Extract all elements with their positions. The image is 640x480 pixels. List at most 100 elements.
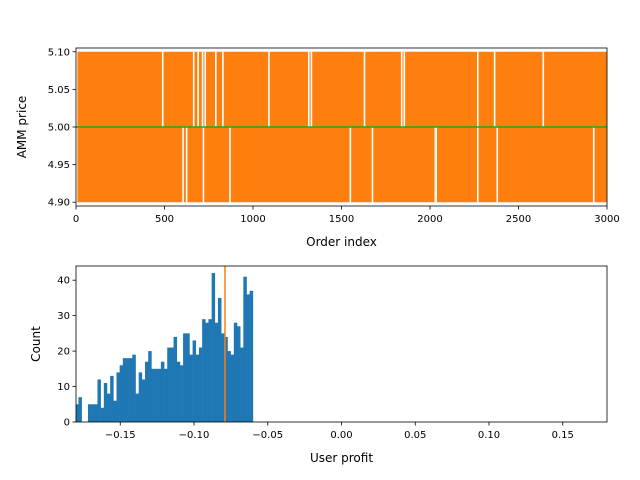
histogram-bar xyxy=(208,319,212,422)
histogram-x-tick-label: 0.05 xyxy=(404,430,426,441)
histogram-bar xyxy=(122,358,127,422)
price-y-tick-label: 5.10 xyxy=(48,47,70,58)
histogram-y-tick-label: 40 xyxy=(57,276,70,287)
histogram-bar xyxy=(78,397,82,422)
histogram-x-tick-label: −0.05 xyxy=(252,430,283,441)
price-band-gap-upper xyxy=(307,51,310,128)
histogram-bar xyxy=(151,368,155,422)
histogram-bar xyxy=(97,379,101,422)
histogram-x-axis-label: User profit xyxy=(310,451,373,465)
histogram-x-tick-label: −0.10 xyxy=(179,430,210,441)
price-x-tick-label: 1000 xyxy=(240,214,265,225)
price-band-gap-upper xyxy=(268,51,270,128)
profit-histogram: −0.15 −0.10 −0.05 0.00 0.05 0.10 0.15 0 10 20 30 40… xyxy=(29,265,608,465)
histogram-bar xyxy=(145,361,149,422)
price-band-gap-lower xyxy=(371,127,374,203)
price-band-gap-lower xyxy=(434,127,437,203)
histogram-bar xyxy=(189,354,193,422)
price-band-gap-upper xyxy=(400,51,403,128)
price-band-gap-lower xyxy=(182,127,184,203)
histogram-y-tick-label: 10 xyxy=(57,382,70,393)
histogram-bar xyxy=(148,351,152,422)
price-band-gap-lower xyxy=(592,127,595,203)
histogram-bar xyxy=(192,340,197,422)
price-band-gap-upper xyxy=(222,51,224,128)
price-plot-area xyxy=(76,51,607,203)
histogram-bar xyxy=(113,400,117,422)
histogram-bar xyxy=(173,336,178,422)
price-band-gap-upper xyxy=(363,51,366,128)
histogram-ticks: −0.15 −0.10 −0.05 0.00 0.05 0.10 0.15 0 10 20 30 40 xyxy=(57,276,574,441)
histogram-bar xyxy=(240,347,244,422)
histogram-bar xyxy=(110,375,114,422)
price-band-gap-upper xyxy=(403,51,406,128)
histogram-bar xyxy=(186,333,190,422)
histogram-bar xyxy=(211,273,216,422)
histogram-bar xyxy=(214,322,219,422)
price-band-gap-upper xyxy=(204,51,207,128)
price-band-gap-lower xyxy=(229,127,231,203)
price-y-tick-label: 5.00 xyxy=(48,123,70,134)
histogram-bar xyxy=(249,290,254,422)
histogram-axes-frame xyxy=(75,265,608,423)
histogram-bar xyxy=(119,365,124,422)
price-band-gap-upper xyxy=(215,51,217,128)
histogram-y-tick-label: 0 xyxy=(64,418,70,429)
histogram-bar xyxy=(246,294,250,422)
histogram-bar xyxy=(227,351,231,422)
price-band-gap-lower xyxy=(476,127,479,203)
histogram-x-tick-label: 0.10 xyxy=(478,430,500,441)
histogram-bar xyxy=(87,404,92,422)
histogram-bar xyxy=(157,368,162,422)
histogram-x-tick-label: −0.15 xyxy=(105,430,136,441)
price-band-gap-upper xyxy=(310,51,313,128)
price-band-gap-upper xyxy=(161,51,164,128)
histogram-bar xyxy=(198,347,203,422)
price-x-tick-label: 0 xyxy=(73,214,79,225)
histogram-bar xyxy=(195,354,200,422)
price-band-gap-lower xyxy=(435,127,437,203)
histogram-bar xyxy=(224,336,228,422)
histogram-y-tick-label: 20 xyxy=(57,347,70,358)
price-band-gap-upper xyxy=(542,51,545,128)
price-band-gap-upper xyxy=(493,51,496,128)
histogram-bar xyxy=(230,354,235,422)
price-band-gap-upper xyxy=(197,51,199,128)
histogram-bar xyxy=(160,361,165,422)
price-x-tick-label: 2500 xyxy=(506,214,531,225)
histogram-plot-area xyxy=(76,266,254,422)
histogram-bar xyxy=(217,297,222,422)
histogram-bar xyxy=(103,383,108,422)
price-y-tick-label: 5.05 xyxy=(48,85,70,96)
histogram-bar xyxy=(205,322,209,422)
histogram-bar xyxy=(154,368,159,422)
histogram-bar xyxy=(100,407,105,422)
price-y-tick-label: 4.90 xyxy=(48,198,70,209)
histogram-bar xyxy=(236,326,241,422)
price-axes-frame xyxy=(75,47,608,207)
histogram-bar xyxy=(76,404,79,422)
histogram-y-axis-label: Count xyxy=(29,326,43,362)
price-band-gap-lower xyxy=(202,127,205,203)
histogram-x-tick-label: 0.00 xyxy=(330,430,352,441)
histogram-bar xyxy=(132,354,136,422)
price-band-gap-upper xyxy=(476,51,479,128)
price-chart: 0 500 1000 1500 2000 2500 3000 4.90 4.95 5.00 5.05… xyxy=(15,47,620,249)
price-x-tick-label: 2000 xyxy=(417,214,442,225)
histogram-bar xyxy=(94,404,98,422)
price-x-tick-label: 3000 xyxy=(594,214,619,225)
histogram-bar xyxy=(167,347,171,422)
histogram-bar xyxy=(106,393,111,422)
price-band-gap-lower xyxy=(349,127,352,203)
histogram-bar xyxy=(179,365,184,422)
histogram-bar xyxy=(141,379,146,422)
histogram-bar xyxy=(91,404,95,422)
histogram-bar xyxy=(170,347,174,422)
histogram-bar xyxy=(233,322,238,422)
histogram-y-tick-label: 30 xyxy=(57,311,70,322)
histogram-bar xyxy=(176,361,181,422)
price-x-tick-label: 1500 xyxy=(329,214,354,225)
price-y-axis-label: AMM price xyxy=(15,96,29,159)
histogram-bar xyxy=(164,368,168,422)
